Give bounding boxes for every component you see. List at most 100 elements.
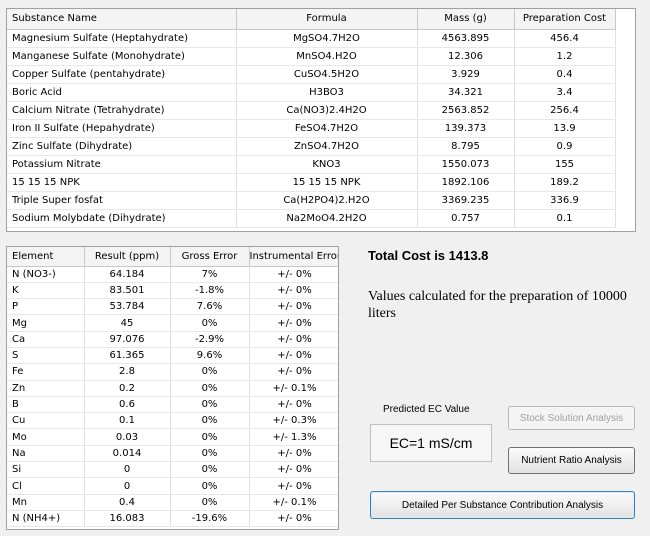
column-header-formula[interactable]: Formula	[236, 9, 418, 30]
table-row[interactable]: Sodium Molybdate (Dihydrate) Na2MoO4.2H2O…	[7, 209, 616, 228]
table-row[interactable]: S 61.365 9.6% +/- 0%	[7, 347, 338, 365]
mass-cell: 4563.895	[417, 29, 515, 48]
instrumental-error-cell: +/- 0%	[249, 266, 338, 283]
table-row[interactable]: Mo 0.03 0% +/- 1.3%	[7, 428, 338, 446]
table-row[interactable]: Iron II Sulfate (Hepahydrate) FeSO4.7H2O 1…	[7, 119, 616, 138]
table-row[interactable]: Mn 0.4 0% +/- 0.1%	[7, 494, 338, 511]
instrumental-error-cell: +/- 0%	[249, 347, 338, 365]
table-row[interactable]: 15 15 15 NPK 15 15 15 NPK 1892.106 189.2	[7, 173, 616, 192]
table-row[interactable]: Na 0.014 0% +/- 0%	[7, 445, 338, 463]
stock-solution-analysis-button[interactable]: Stock Solution Analysis	[508, 406, 635, 430]
mass-cell: 8.795	[417, 137, 515, 156]
element-cell: B	[7, 396, 85, 414]
table-row[interactable]: Triple Super fosfat Ca(H2PO4)2.H2O 3369.23…	[7, 191, 616, 210]
element-table: Element Result (ppm) Gross Error Instrum…	[7, 247, 338, 528]
element-cell: N (NO3-)	[7, 266, 85, 283]
result-cell: 0.2	[84, 380, 171, 397]
table-row[interactable]: Calcium Nitrate (Tetrahydrate) Ca(NO3)2.4…	[7, 101, 616, 120]
element-cell: P	[7, 298, 85, 316]
element-cell: Ca	[7, 331, 85, 348]
gross-error-cell: 0%	[170, 363, 250, 381]
table-row[interactable]: Manganese Sulfate (Monohydrate) MnSO4.H2O…	[7, 47, 616, 66]
table-row[interactable]: N (NO3-) 64.184 7% +/- 0%	[7, 266, 338, 283]
column-header-substance-name[interactable]: Substance Name	[7, 9, 237, 30]
mass-cell: 2563.852	[417, 101, 515, 120]
element-cell: S	[7, 347, 85, 365]
cost-cell: 13.9	[514, 119, 616, 138]
table-row[interactable]: Fe 2.8 0% +/- 0%	[7, 363, 338, 381]
column-header-mass[interactable]: Mass (g)	[417, 9, 515, 30]
column-header-result[interactable]: Result (ppm)	[84, 247, 171, 267]
total-cost-label: Total Cost is 1413.8	[368, 248, 489, 263]
element-cell: Zn	[7, 380, 85, 397]
formula-cell: Ca(H2PO4)2.H2O	[236, 191, 418, 210]
element-cell: Mo	[7, 428, 85, 446]
table-row[interactable]: Cu 0.1 0% +/- 0.3%	[7, 412, 338, 430]
element-table-panel[interactable]: Element Result (ppm) Gross Error Instrum…	[6, 246, 339, 530]
substance-name-cell: Triple Super fosfat	[7, 191, 237, 210]
column-header-gross-error[interactable]: Gross Error	[170, 247, 250, 267]
detailed-contribution-analysis-button[interactable]: Detailed Per Substance Contribution Anal…	[370, 491, 635, 519]
table-row[interactable]: B 0.6 0% +/- 0%	[7, 396, 338, 414]
element-cell: Si	[7, 461, 85, 479]
column-header-preparation-cost[interactable]: Preparation Cost	[514, 9, 616, 30]
nutrient-ratio-analysis-button[interactable]: Nutrient Ratio Analysis	[508, 447, 635, 474]
result-cell: 0.014	[84, 445, 171, 463]
element-cell: Mg	[7, 314, 85, 332]
element-cell: Cu	[7, 412, 85, 430]
instrumental-error-cell: +/- 0.1%	[249, 494, 338, 511]
gross-error-cell: 0%	[170, 477, 250, 495]
table-row[interactable]: Potassium Nitrate KNO3 1550.073 155	[7, 155, 616, 174]
gross-error-cell: 0%	[170, 314, 250, 332]
mass-cell: 1550.073	[417, 155, 515, 174]
result-cell: 2.8	[84, 363, 171, 381]
substance-name-cell: Potassium Nitrate	[7, 155, 237, 174]
substance-name-cell: Zinc Sulfate (Dihydrate)	[7, 137, 237, 156]
cost-cell: 256.4	[514, 101, 616, 120]
mass-cell: 139.373	[417, 119, 515, 138]
table-row[interactable]: Mg 45 0% +/- 0%	[7, 314, 338, 332]
gross-error-cell: 0%	[170, 494, 250, 511]
result-cell: 0.1	[84, 412, 171, 430]
result-cell: 61.365	[84, 347, 171, 365]
result-cell: 53.784	[84, 298, 171, 316]
column-header-instrumental-error[interactable]: Instrumental Error	[249, 247, 338, 267]
table-row[interactable]: Zn 0.2 0% +/- 0.1%	[7, 380, 338, 397]
gross-error-cell: 0%	[170, 445, 250, 463]
instrumental-error-cell: +/- 1.3%	[249, 428, 338, 446]
cost-cell: 0.4	[514, 65, 616, 84]
table-row[interactable]: K 83.501 -1.8% +/- 0%	[7, 282, 338, 300]
instrumental-error-cell: +/- 0.3%	[249, 412, 338, 430]
formula-cell: ZnSO4.7H2O	[236, 137, 418, 156]
table-row[interactable]: Boric Acid H3BO3 34.321 3.4	[7, 83, 616, 102]
instrumental-error-cell: +/- 0%	[249, 363, 338, 381]
table-row[interactable]: Copper Sulfate (pentahydrate) CuSO4.5H2O 3…	[7, 65, 616, 84]
table-row[interactable]: Ca 97.076 -2.9% +/- 0%	[7, 331, 338, 348]
gross-error-cell: 0%	[170, 412, 250, 430]
table-row[interactable]: P 53.784 7.6% +/- 0%	[7, 298, 338, 316]
gross-error-cell: -19.6%	[170, 510, 250, 528]
gross-error-cell: -2.9%	[170, 331, 250, 348]
table-row[interactable]: Magnesium Sulfate (Heptahydrate) MgSO4.7H…	[7, 29, 616, 48]
element-cell: K	[7, 282, 85, 300]
substance-table-panel[interactable]: Substance Name Formula Mass (g) Preparat…	[6, 8, 636, 232]
result-cell: 0.6	[84, 396, 171, 414]
element-cell: Na	[7, 445, 85, 463]
table-row[interactable]: Cl 0 0% +/- 0%	[7, 477, 338, 495]
result-cell: 45	[84, 314, 171, 332]
formula-cell: 15 15 15 NPK	[236, 173, 418, 192]
result-cell: 16.083	[84, 510, 171, 528]
cost-cell: 1.2	[514, 47, 616, 66]
table-row[interactable]: Si 0 0% +/- 0%	[7, 461, 338, 479]
table-row[interactable]: N (NH4+) 16.083 -19.6% +/- 0%	[7, 510, 338, 528]
result-cell: 0.4	[84, 494, 171, 511]
table-row[interactable]: Zinc Sulfate (Dihydrate) ZnSO4.7H2O 8.795 0…	[7, 137, 616, 156]
cost-cell: 155	[514, 155, 616, 174]
column-header-element[interactable]: Element	[7, 247, 85, 267]
result-cell: 97.076	[84, 331, 171, 348]
formula-cell: KNO3	[236, 155, 418, 174]
formula-cell: Na2MoO4.2H2O	[236, 209, 418, 228]
formula-cell: FeSO4.7H2O	[236, 119, 418, 138]
cost-cell: 3.4	[514, 83, 616, 102]
element-cell: Mn	[7, 494, 85, 511]
